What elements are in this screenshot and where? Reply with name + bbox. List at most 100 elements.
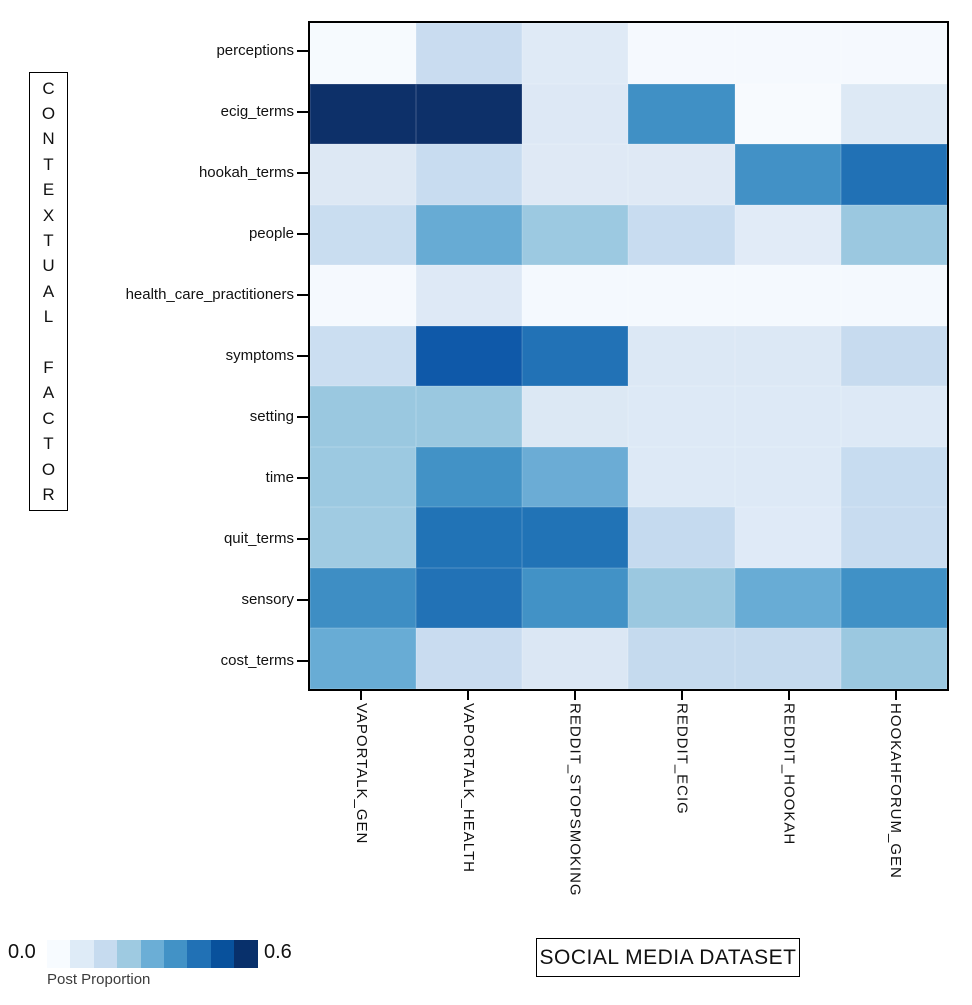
- x-axis-title-box: SOCIAL MEDIA DATASET: [536, 938, 800, 977]
- heatmap-cell: [522, 204, 629, 266]
- colorbar-swatch: [47, 940, 71, 968]
- heatmap-cell: [628, 144, 735, 205]
- heatmap-cell: [310, 325, 417, 387]
- heatmap-cell: [416, 567, 523, 629]
- y-axis-title-letter: L: [43, 307, 54, 327]
- heatmap-cell: [628, 446, 735, 508]
- heatmap-cell: [310, 23, 417, 84]
- y-tick: [297, 294, 308, 297]
- heatmap-cell: [840, 507, 947, 568]
- heatmap-cell: [522, 23, 629, 84]
- colorbar-swatch: [234, 940, 258, 968]
- y-tick: [297, 172, 308, 175]
- heatmap-cell: [840, 325, 947, 387]
- y-axis-title-letter: X: [42, 205, 55, 225]
- x-tick: [574, 691, 577, 700]
- heatmap-cell: [416, 507, 523, 568]
- x-tick-label: VAPORTALK_GEN: [352, 703, 370, 845]
- colorbar-max-label: 0.6: [264, 941, 292, 963]
- y-axis-title-letter: C: [42, 408, 55, 428]
- heatmap-cell: [522, 567, 629, 629]
- colorbar-swatch: [163, 940, 188, 968]
- y-axis-title-letter: N: [42, 129, 55, 149]
- y-tick-label: ecig_terms: [220, 103, 294, 121]
- colorbar-min-label: 0.0: [8, 941, 36, 963]
- heatmap-cell: [416, 446, 523, 508]
- y-tick-label: cost_terms: [220, 651, 294, 669]
- heatmap-cell: [310, 386, 417, 447]
- heatmap-cell: [628, 567, 735, 629]
- x-tick-label: VAPORTALK_HEALTH: [459, 703, 477, 873]
- heatmap-cell: [840, 83, 947, 145]
- y-axis-title-letter: A: [42, 383, 55, 403]
- y-axis-title-letter: F: [43, 358, 54, 378]
- heatmap-cell: [840, 628, 947, 689]
- heatmap-cell: [628, 265, 735, 326]
- y-tick: [297, 537, 308, 540]
- y-axis-title-letter: T: [43, 434, 54, 454]
- colorbar-swatch: [93, 940, 118, 968]
- y-tick: [297, 659, 308, 662]
- heatmap-cell: [628, 386, 735, 447]
- heatmap-cell: [734, 83, 841, 145]
- heatmap-cell: [734, 386, 841, 447]
- heatmap-cell: [840, 386, 947, 447]
- x-tick: [360, 691, 363, 700]
- heatmap-cell: [628, 83, 735, 145]
- x-tick-label: REDDIT_HOOKAH: [780, 703, 798, 846]
- heatmap-cell: [840, 23, 947, 84]
- heatmap-cell: [734, 265, 841, 326]
- heatmap-cell: [628, 628, 735, 689]
- heatmap-cell: [734, 144, 841, 205]
- heatmap-cell: [840, 204, 947, 266]
- heatmap-cell: [734, 23, 841, 84]
- heatmap-cell: [416, 83, 523, 145]
- x-tick-label: REDDIT_ECIG: [673, 703, 691, 815]
- heatmap-cell: [416, 325, 523, 387]
- y-tick-label: setting: [249, 407, 294, 425]
- y-axis-title-letter: E: [42, 180, 55, 200]
- heatmap-cell: [628, 507, 735, 568]
- heatmap-cell: [416, 265, 523, 326]
- y-axis-title-letter: C: [42, 78, 55, 98]
- heatmap-cell: [522, 265, 629, 326]
- heatmap-cell: [522, 144, 629, 205]
- heatmap-cell: [416, 23, 523, 84]
- heatmap-cell: [840, 567, 947, 629]
- y-tick-label: symptoms: [225, 347, 294, 364]
- y-tick-label: perceptions: [216, 42, 294, 60]
- heatmap-cell: [416, 144, 523, 205]
- y-tick-label: hookah_terms: [198, 164, 294, 182]
- heatmap-cell: [628, 325, 735, 387]
- heatmap-cell: [734, 325, 841, 387]
- x-tick-label: REDDIT_STOPSMOKING: [566, 703, 584, 897]
- y-axis-title-letter: T: [43, 230, 54, 250]
- heatmap-cell: [522, 628, 629, 689]
- y-axis-title-letter: U: [42, 256, 55, 276]
- y-axis-title-letter: O: [41, 103, 56, 123]
- heatmap-grid: [308, 21, 949, 691]
- x-tick: [467, 691, 470, 700]
- heatmap-cell: [310, 265, 417, 326]
- heatmap-cell: [628, 204, 735, 266]
- heatmap-cell: [522, 507, 629, 568]
- heatmap-cell: [310, 144, 417, 205]
- x-tick: [787, 691, 790, 700]
- heatmap-cell: [734, 446, 841, 508]
- y-tick: [297, 476, 308, 479]
- heatmap-cell: [522, 386, 629, 447]
- heatmap-cell: [840, 144, 947, 205]
- y-axis-title-letter: A: [42, 281, 55, 301]
- colorbar-swatch: [187, 940, 211, 968]
- heatmap-cell: [628, 23, 735, 84]
- colorbar-swatch: [140, 940, 164, 968]
- heatmap-cell: [734, 567, 841, 629]
- y-tick-label: time: [265, 468, 294, 486]
- heatmap-cell: [734, 507, 841, 568]
- heatmap-cell: [522, 83, 629, 145]
- colorbar-swatch: [210, 940, 235, 968]
- heatmap-cell: [310, 567, 417, 629]
- heatmap-cell: [416, 386, 523, 447]
